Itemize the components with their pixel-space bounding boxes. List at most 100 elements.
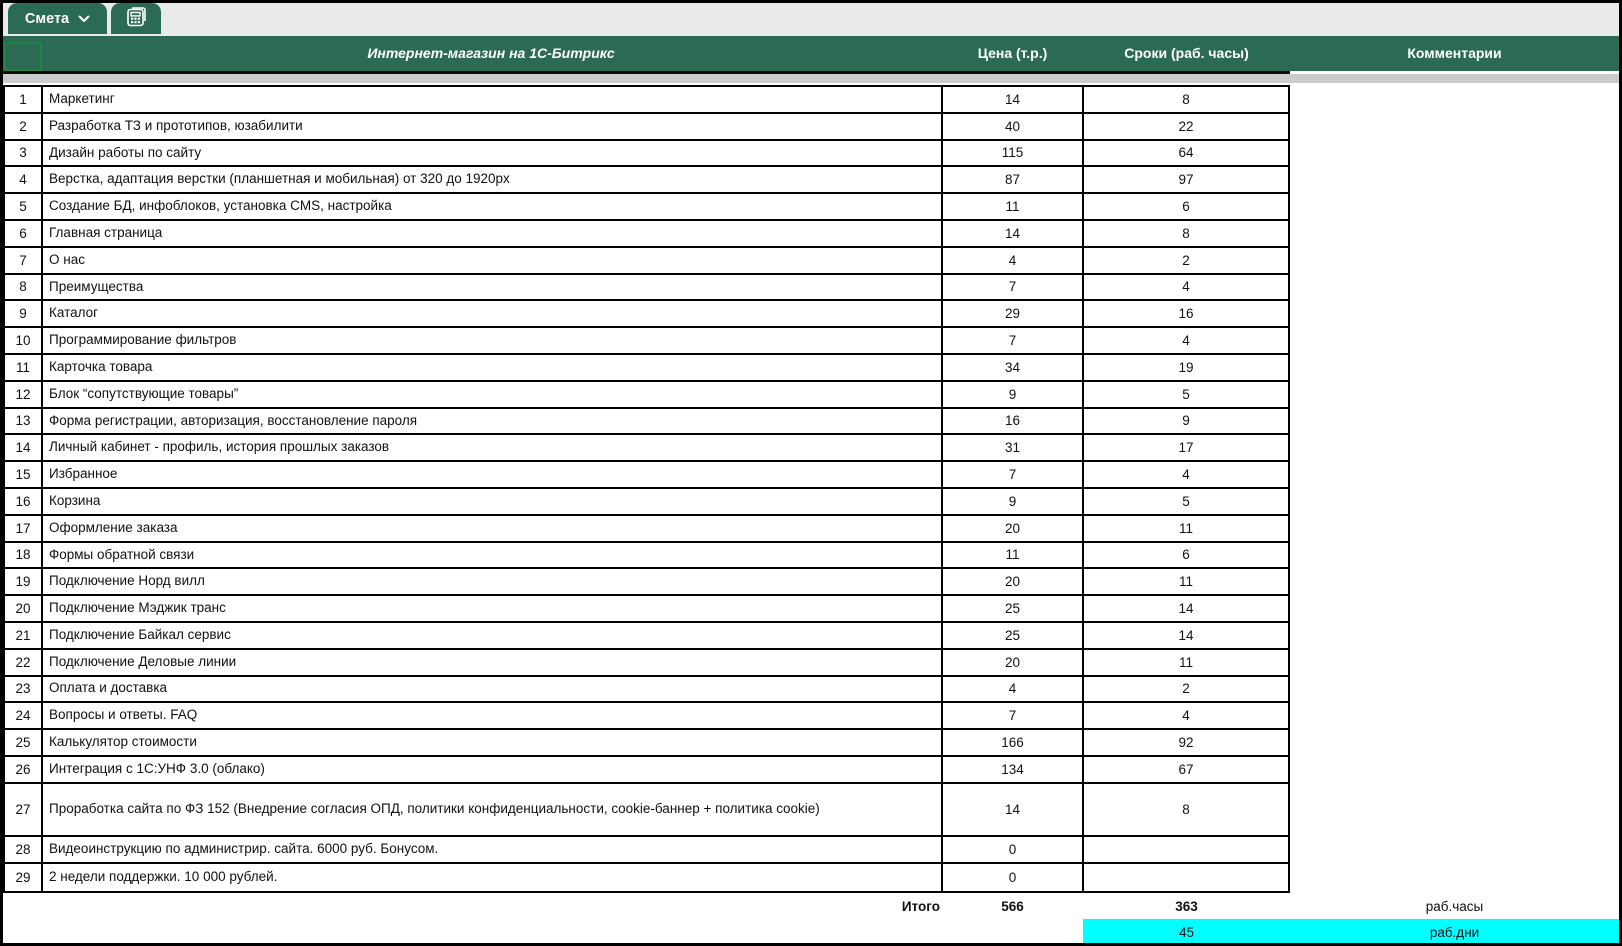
price-cell[interactable]: 14 <box>943 783 1084 836</box>
row-number-cell[interactable]: 13 <box>5 408 43 434</box>
row-number-cell[interactable]: 12 <box>5 381 43 407</box>
price-cell[interactable]: 9 <box>943 488 1084 514</box>
price-cell[interactable]: 87 <box>943 167 1084 193</box>
price-cell[interactable]: 4 <box>943 676 1084 702</box>
row-number-cell[interactable]: 18 <box>5 542 43 568</box>
task-cell[interactable]: Подключение Мэджик транс <box>43 596 943 621</box>
price-cell[interactable]: 7 <box>943 328 1084 353</box>
row-number-cell[interactable]: 25 <box>5 730 43 755</box>
row-number-cell[interactable]: 4 <box>5 167 43 193</box>
task-cell[interactable]: Разработка ТЗ и прототипов, юзабилити <box>43 113 943 139</box>
hours-cell[interactable]: 9 <box>1182 413 1190 429</box>
row-number-cell[interactable]: 3 <box>5 140 43 166</box>
hours-cell[interactable] <box>1084 837 1288 862</box>
calculator-tab-button[interactable] <box>111 3 161 34</box>
price-cell[interactable]: 25 <box>943 596 1084 621</box>
hours-cell[interactable] <box>1084 864 1288 891</box>
task-cell[interactable]: Дизайн работы по сайту <box>43 140 943 166</box>
task-cell[interactable]: Корзина <box>43 488 943 514</box>
task-cell[interactable]: Программирование фильтров <box>43 328 943 353</box>
row-number-cell[interactable]: 9 <box>5 301 43 327</box>
price-cell[interactable]: 40 <box>943 113 1084 139</box>
hours-cell[interactable]: 5 <box>1182 386 1190 402</box>
price-cell[interactable]: 14 <box>943 220 1084 246</box>
price-cell[interactable]: 0 <box>943 837 1084 863</box>
column-header-hours[interactable]: Сроки (раб. часы) <box>1124 45 1249 61</box>
price-cell[interactable]: 14 <box>943 87 1084 112</box>
task-cell[interactable]: Формы обратной связи <box>43 542 943 568</box>
task-cell[interactable]: Личный кабинет - профиль, история прошлы… <box>43 435 943 461</box>
row-number-cell[interactable]: 22 <box>5 649 43 675</box>
task-cell[interactable]: Подключение Байкал сервис <box>43 622 943 648</box>
price-cell[interactable]: 20 <box>943 515 1084 541</box>
task-cell[interactable]: Вопросы и ответы. FAQ <box>43 703 943 729</box>
hours-cell[interactable]: 67 <box>1178 761 1194 777</box>
task-cell[interactable]: Форма регистрации, авторизация, восстано… <box>43 408 943 434</box>
task-cell[interactable]: Подключение Деловые линии <box>43 649 943 675</box>
hours-cell[interactable]: 4 <box>1182 708 1190 724</box>
price-cell[interactable]: 11 <box>943 542 1084 568</box>
hours-cell[interactable]: 64 <box>1178 145 1194 161</box>
price-cell[interactable]: 7 <box>943 274 1084 300</box>
price-cell[interactable]: 20 <box>943 569 1084 595</box>
hours-cell[interactable]: 8 <box>1182 91 1190 107</box>
sheet-tab-smeta[interactable]: Смета <box>8 3 107 34</box>
totals-days-cell[interactable]: 45 <box>1178 925 1195 940</box>
row-number-cell[interactable]: 21 <box>5 622 43 648</box>
price-cell[interactable]: 16 <box>943 408 1084 434</box>
row-number-cell[interactable]: 24 <box>5 703 43 729</box>
task-cell[interactable]: О нас <box>43 247 943 273</box>
row-number-cell[interactable]: 5 <box>5 194 43 219</box>
row-number-cell[interactable]: 28 <box>5 837 43 863</box>
task-cell[interactable]: Избранное <box>43 462 943 487</box>
totals-days-unit[interactable]: раб.дни <box>1429 925 1480 940</box>
row-number-cell[interactable]: 16 <box>5 488 43 514</box>
price-cell[interactable]: 31 <box>943 435 1084 461</box>
row-number-cell[interactable]: 26 <box>5 756 43 782</box>
totals-hours-unit[interactable]: раб.часы <box>1425 899 1484 914</box>
price-cell[interactable]: 4 <box>943 247 1084 273</box>
price-cell[interactable]: 134 <box>943 756 1084 782</box>
price-cell[interactable]: 11 <box>943 194 1084 219</box>
task-cell[interactable]: Преимущества <box>43 274 943 300</box>
hours-cell[interactable]: 17 <box>1178 440 1194 456</box>
hours-cell[interactable]: 19 <box>1178 359 1194 375</box>
hours-cell[interactable]: 8 <box>1182 802 1190 818</box>
task-cell[interactable]: Видеоинструкцию по администрир. сайта. 6… <box>43 837 943 863</box>
row-number-cell[interactable]: 19 <box>5 569 43 595</box>
hours-cell[interactable]: 4 <box>1182 333 1190 349</box>
task-cell[interactable]: Интеграция с 1С:УНФ 3.0 (облако) <box>43 756 943 782</box>
selected-cell-outline[interactable] <box>4 42 42 71</box>
task-cell[interactable]: 2 недели поддержки. 10 000 рублей. <box>43 864 943 891</box>
hours-cell[interactable]: 2 <box>1182 681 1190 697</box>
row-number-cell[interactable]: 10 <box>5 328 43 353</box>
row-number-cell[interactable]: 14 <box>5 435 43 461</box>
hours-cell[interactable]: 11 <box>1178 520 1193 536</box>
totals-label[interactable]: Итого <box>901 899 940 914</box>
task-cell[interactable]: Проработка сайта по ФЗ 152 (Внедрение со… <box>43 783 943 836</box>
column-header-comments[interactable]: Комментарии <box>1407 45 1502 61</box>
price-cell[interactable]: 25 <box>943 622 1084 648</box>
price-cell[interactable]: 166 <box>943 730 1084 755</box>
task-cell[interactable]: Верстка, адаптация верстки (планшетная и… <box>43 167 943 193</box>
hours-cell[interactable]: 11 <box>1178 574 1193 590</box>
hours-cell[interactable]: 6 <box>1182 199 1190 215</box>
hours-cell[interactable]: 92 <box>1178 735 1194 751</box>
task-cell[interactable]: Создание БД, инфоблоков, установка CMS, … <box>43 194 943 219</box>
row-number-cell[interactable]: 6 <box>5 220 43 246</box>
hours-cell[interactable]: 4 <box>1182 467 1190 483</box>
task-cell[interactable]: Калькулятор стоимости <box>43 730 943 755</box>
price-cell[interactable]: 20 <box>943 649 1084 675</box>
column-header-price[interactable]: Цена (т.р.) <box>977 45 1048 61</box>
row-number-cell[interactable]: 1 <box>5 87 43 112</box>
row-number-cell[interactable]: 11 <box>5 354 43 380</box>
chevron-down-icon[interactable] <box>78 11 90 27</box>
price-cell[interactable]: 0 <box>943 864 1084 891</box>
hours-cell[interactable]: 14 <box>1178 627 1194 643</box>
task-cell[interactable]: Оплата и доставка <box>43 676 943 702</box>
hours-cell[interactable]: 5 <box>1182 493 1190 509</box>
price-cell[interactable]: 7 <box>943 703 1084 729</box>
row-number-cell[interactable]: 17 <box>5 515 43 541</box>
hours-cell[interactable]: 16 <box>1178 306 1194 322</box>
row-number-cell[interactable]: 20 <box>5 596 43 621</box>
